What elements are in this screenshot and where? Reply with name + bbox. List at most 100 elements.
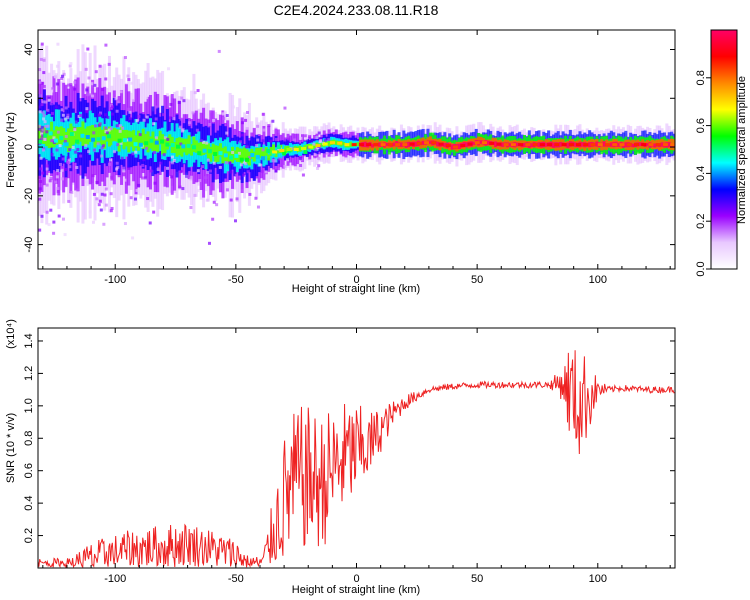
spectrogram-speckle [135,119,139,123]
spectrogram-peak [260,156,265,161]
colorbar-tick-label: 0.8 [695,70,707,85]
spectrogram-cell [667,142,671,148]
spectrogram-peak [202,148,207,153]
spectrogram-speckle [225,188,229,192]
spectrogram-speckle [221,112,225,116]
spectrogram-hot [568,143,574,147]
spectrogram-speckle [106,115,110,119]
spectrogram-cell [392,142,396,147]
spectrogram-speckle [39,57,43,61]
spectrogram-hot [329,141,335,145]
spectrogram-cell [202,142,206,155]
spectrogram-speckle [63,139,67,143]
spectrogram-speckle [47,98,51,102]
spectrogram-speckle [110,175,114,179]
spectrogram-speckle [162,153,166,157]
spectrogram-cell [144,133,148,148]
spectrogram-speckle [85,107,89,111]
spectrogram-cell [284,146,288,154]
spectrogram-cell [465,142,469,148]
spectrogram-speckle [157,166,161,170]
spectrogram-speckle [104,126,108,130]
spectrogram-speckle [91,220,95,224]
spectrogram-peak [117,138,122,143]
spectrogram-speckle [246,110,250,114]
spectrogram-speckle [74,150,78,154]
snr-x-tick-label: 50 [471,573,483,585]
spectrogram-speckle [269,139,273,143]
spectrogram-cell [399,142,403,147]
spectrogram-cell [245,149,249,164]
spectrogram-hot [301,147,306,151]
spectrogram-speckle [283,164,287,168]
spectrogram-hot [662,143,668,147]
spectrogram-speckle [86,93,90,97]
spectrogram-hot [612,143,618,147]
spectrogram-speckle [116,165,120,169]
spectrogram-peak [48,131,53,136]
spectrogram-speckle [256,205,260,209]
spectrogram-speckle [246,170,250,174]
snr-x-tick-label: -100 [104,573,126,585]
spectrogram-speckle [52,136,56,140]
spectrogram-speckle [146,197,150,201]
snr-scale-label: (x10⁴) [5,319,17,349]
spectrogram-speckle [204,176,208,180]
spectrogram-speckle [273,159,277,163]
spectrogram-speckle [95,200,99,204]
spectrogram-cell [274,150,278,157]
spectrogram-speckle [39,180,43,184]
spectrogram-cell [624,142,628,148]
spectrogram-speckle [179,117,183,121]
spectrogram-speckle [315,136,319,140]
spectrogram-peak [165,142,170,147]
spectrogram-speckle [70,190,74,194]
spectrogram-speckle [239,163,243,167]
spectrogram-peak [191,145,196,150]
spectrogram-speckle [229,198,233,202]
spectrogram-cell [243,147,247,160]
spectrogram-hot [670,143,675,147]
spectrogram-hot [561,143,567,147]
spectrogram-cell [158,130,162,145]
snr-axes: -100 -50 0 50 100 0.2 0.4 0.6 0.8 1.0 1.2 1.4 [23,328,675,585]
spectrogram-speckle [140,93,144,97]
spectrogram-cell [211,143,215,155]
spectrogram-speckle [68,64,72,68]
spectrogram-speckle [40,214,44,218]
spectrogram-cell [537,142,541,148]
spectrogram-speckle [60,76,64,80]
spectrogram-speckle [49,177,53,181]
spectrogram-speckle [208,169,212,173]
spectrogram-speckle [66,156,70,160]
spectrogram-cell [168,134,172,147]
spectrogram-peak [85,135,90,139]
spectrogram-peak [255,154,260,159]
spectrogram-speckle [244,118,248,122]
spectrogram-speckle [163,136,167,140]
spectrogram-speckle [55,64,59,68]
spectrogram-speckle [53,75,57,79]
spectrogram-hot [489,141,495,145]
spectrogram-speckle [207,241,211,245]
spectrogram-speckle [122,166,126,170]
spectrogram-speckle [104,43,108,47]
spectrogram-speckle [127,107,131,111]
spectrogram-peak [133,142,138,147]
spectrogram-cell [199,141,203,156]
spectrogram-speckle [319,139,323,143]
spectrogram-speckle [248,192,252,196]
spectrogram-speckle [256,124,260,128]
spectrogram-speckle [85,110,89,114]
spectrogram-speckle [79,154,83,158]
spectrogram-speckle [122,169,126,173]
spectrogram-speckle [43,120,47,124]
spectrogram-hot [496,142,502,146]
spectrogram-speckle [229,170,233,174]
spectrogram-speckle [149,169,153,173]
spectrogram-speckle [128,117,132,121]
spectrogram-cell [110,129,114,146]
colorbar: 0.0 0.2 0.4 0.6 0.8 Normalized spectral ampl… [695,29,748,277]
spectrogram-speckle [92,192,96,196]
spectrogram-hot [619,143,625,147]
